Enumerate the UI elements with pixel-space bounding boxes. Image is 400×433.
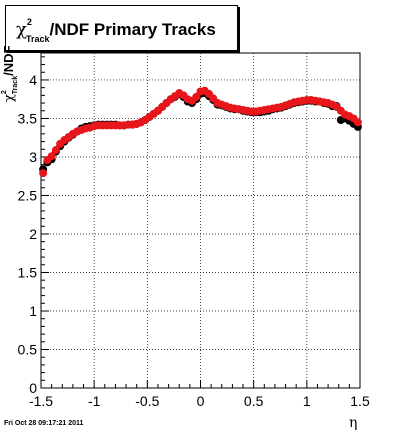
title-subscript: Track [25,34,50,44]
data-point-red [39,169,48,178]
y-tick-label: 0 [29,380,37,396]
y-tick-label: 3 [29,149,37,165]
y-tick-label: 4 [29,72,37,88]
title-superscript: 2 [26,17,32,27]
y-tick-label: 2 [29,226,37,242]
x-tick-label: 1 [303,393,311,409]
y-axis-label: χ2 Track/NDF [1,42,31,102]
y-tick-label: 0.5 [18,341,38,357]
data-point-red [353,118,362,127]
x-tick-label: 1.5 [350,393,370,409]
title-rest: /NDF Primary Tracks [49,20,216,39]
y-tick-label: 1.5 [18,264,38,280]
chart-title: χ2 Track/NDF Primary Tracks [16,17,216,44]
x-tick-label: -1.5 [29,393,53,409]
y-tick-label: 1 [29,303,37,319]
ylabel-superscript: 2 [1,90,8,95]
x-axis-label: η [349,415,358,431]
data-point-red [47,152,56,161]
title-chi-symbol: χ [16,19,27,40]
timestamp: Fri Oct 28 09:17:21 2011 [4,420,84,427]
ylabel-subscript: Track [12,75,19,95]
x-tick-label: 0.5 [244,393,264,409]
ylabel-rest: /NDF [1,45,16,76]
chart-title-box: χ2 Track/NDF Primary Tracks [5,5,238,51]
x-tick-label: 0 [197,393,205,409]
y-tick-label: 3.5 [18,110,38,126]
x-tick-label: -1 [88,393,101,409]
x-tick-label: -0.5 [135,393,159,409]
y-tick-label: 2.5 [18,187,38,203]
data-point-red [192,92,201,101]
ylabel-chi-symbol: χ [2,94,17,102]
data-point-red [51,146,60,155]
